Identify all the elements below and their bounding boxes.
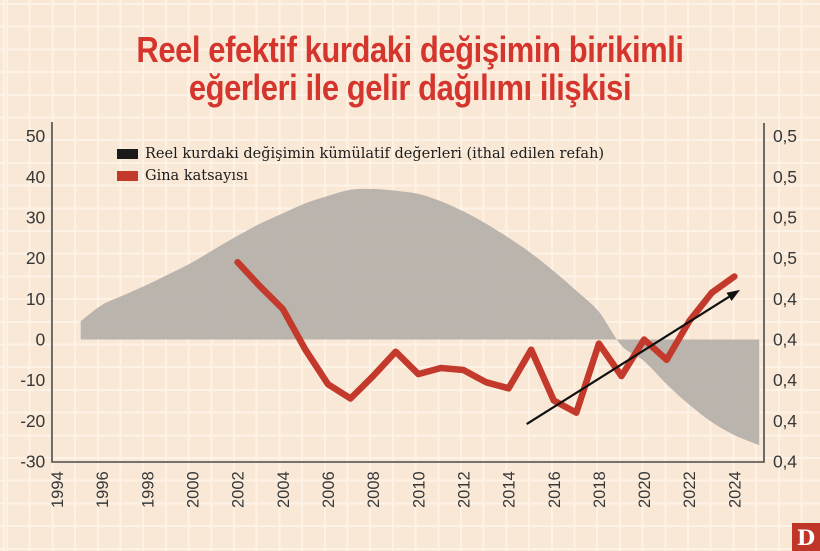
x-axis-tick-label: 2012 — [455, 471, 473, 508]
chart-title-line-1: Reel efektif kurdaki değişimin birikimli — [136, 29, 684, 70]
right-axis-tick-label: 0,5 — [773, 248, 797, 268]
x-axis-tick-label: 1996 — [94, 471, 112, 508]
left-axis-tick-label: 10 — [26, 289, 46, 309]
left-axis-tick-label: -30 — [20, 452, 45, 472]
x-axis-tick-label: 2020 — [636, 471, 654, 508]
left-axis-tick-label: 50 — [26, 126, 46, 146]
right-axis-tick-label: 0,5 — [773, 207, 797, 227]
left-axis-tick-label: 40 — [26, 167, 46, 187]
right-axis-tick-label: 0,5 — [773, 126, 797, 146]
chart-title: Reel efektif kurdaki değişimin birikimli… — [57, 31, 762, 107]
x-axis-tick-label: 2004 — [275, 471, 293, 508]
cumulative-series-swatch — [117, 149, 138, 159]
trend-arrow-head — [726, 289, 740, 301]
legend-label-gini: Gina katsayısı — [145, 168, 249, 184]
x-axis-tick-label: 2000 — [184, 471, 202, 508]
gini-series-swatch — [117, 171, 138, 181]
left-axis-tick-label: -10 — [20, 370, 45, 390]
right-axis-tick-label: 0,4 — [773, 452, 797, 472]
dunya-logo-letter: D — [796, 524, 816, 550]
x-axis-tick-label: 2002 — [230, 471, 248, 508]
x-axis-tick-label: 1994 — [49, 471, 67, 508]
x-axis-tick-label: 2014 — [501, 471, 519, 508]
right-axis-tick-label: 0,4 — [773, 289, 797, 309]
x-axis-tick-label: 2018 — [591, 471, 609, 508]
right-axis-tick-label: 0,4 — [773, 330, 797, 350]
x-axis-tick-label: 2024 — [726, 471, 744, 508]
x-axis-tick-label: 2008 — [365, 471, 383, 508]
x-axis-tick-label: 2022 — [681, 471, 699, 508]
legend-item-cumulative: Reel kurdaki değişimin kümülatif değerle… — [117, 143, 604, 165]
legend: Reel kurdaki değişimin kümülatif değerle… — [117, 143, 604, 187]
right-axis-tick-label: 0,5 — [773, 167, 797, 187]
cumulative-area — [80, 188, 760, 446]
x-axis-tick-label: 2016 — [546, 471, 564, 508]
x-axis-tick-label: 1998 — [139, 471, 157, 508]
left-axis-tick-label: -20 — [20, 411, 45, 431]
legend-label-cumulative: Reel kurdaki değişimin kümülatif değerle… — [145, 146, 605, 162]
x-axis-tick-label: 2006 — [320, 471, 338, 508]
x-axis-tick-label: 2010 — [410, 471, 428, 508]
legend-item-gini: Gina katsayısı — [117, 165, 604, 187]
chart-title-line-2: eğerleri ile gelir dağılımı ilişkisi — [188, 67, 632, 108]
axes-frame — [51, 122, 765, 463]
right-axis-tick-label: 0,4 — [773, 411, 797, 431]
left-axis-tick-label: 0 — [35, 330, 45, 350]
trend-arrow-line — [526, 295, 730, 426]
right-axis-tick-label: 0,4 — [773, 370, 797, 390]
left-axis-tick-label: 30 — [26, 207, 46, 227]
dunya-logo: D — [792, 523, 820, 551]
left-axis-tick-label: 20 — [26, 248, 46, 268]
